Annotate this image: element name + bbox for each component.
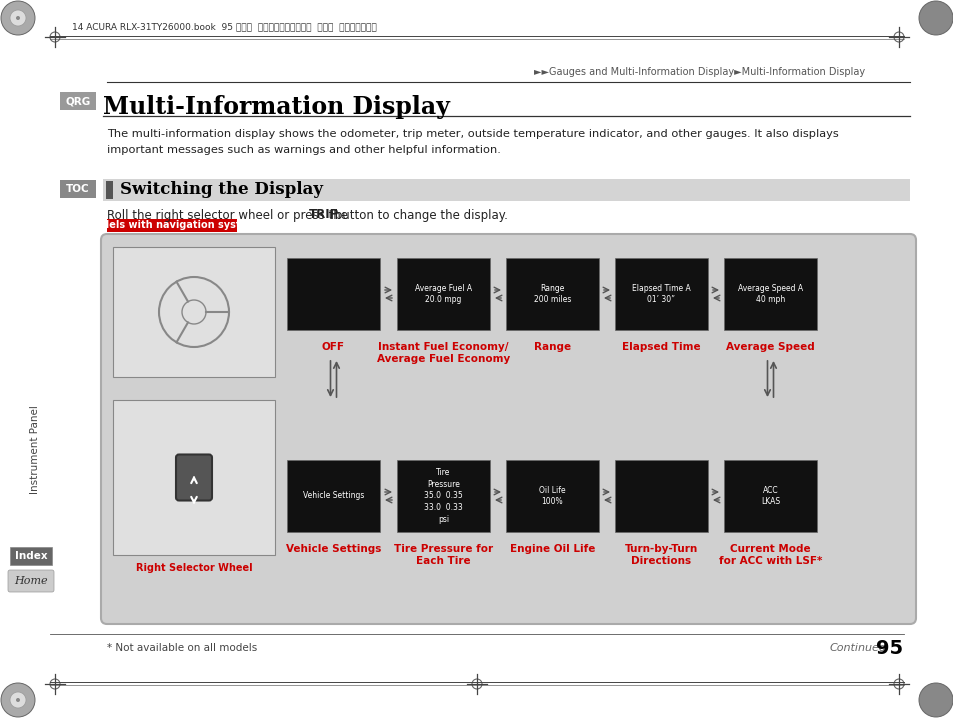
- FancyBboxPatch shape: [615, 258, 707, 330]
- Text: Tire Pressure for
Each Tire: Tire Pressure for Each Tire: [394, 544, 493, 567]
- Text: Average Speed A
40 mph: Average Speed A 40 mph: [738, 284, 802, 304]
- Text: 14 ACURA RLX-31TY26000.book  95 ページ  ２０１３年３月１８日  月曜日  午後３時１８分: 14 ACURA RLX-31TY26000.book 95 ページ ２０１３年…: [71, 22, 376, 32]
- Text: Roll the right selector wheel or press the: Roll the right selector wheel or press t…: [107, 208, 352, 221]
- FancyBboxPatch shape: [175, 454, 212, 500]
- FancyBboxPatch shape: [112, 400, 274, 555]
- Text: Average Fuel A
20.0 mpg: Average Fuel A 20.0 mpg: [415, 284, 472, 304]
- FancyBboxPatch shape: [60, 180, 96, 198]
- Text: Instant Fuel Economy/
Average Fuel Economy: Instant Fuel Economy/ Average Fuel Econo…: [376, 342, 510, 365]
- Text: ACC
LKAS: ACC LKAS: [760, 485, 780, 506]
- FancyBboxPatch shape: [60, 92, 96, 110]
- FancyBboxPatch shape: [723, 460, 816, 532]
- Circle shape: [10, 10, 26, 26]
- Text: Current Mode
for ACC with LSF*: Current Mode for ACC with LSF*: [718, 544, 821, 567]
- Circle shape: [16, 16, 20, 20]
- Text: Vehicle Settings: Vehicle Settings: [286, 544, 381, 554]
- FancyBboxPatch shape: [287, 460, 379, 532]
- Text: TRIP: TRIP: [309, 208, 339, 221]
- FancyBboxPatch shape: [8, 570, 54, 592]
- Text: Elapsed Time A
01’ 30”: Elapsed Time A 01’ 30”: [632, 284, 690, 304]
- Circle shape: [1, 683, 35, 717]
- FancyBboxPatch shape: [396, 258, 490, 330]
- FancyBboxPatch shape: [287, 258, 379, 330]
- Text: Oil Life
100%: Oil Life 100%: [538, 485, 565, 506]
- Text: important messages such as warnings and other helpful information.: important messages such as warnings and …: [107, 145, 500, 155]
- Text: Tire
Pressure
35.0  0.35
33.0  0.33
psi: Tire Pressure 35.0 0.35 33.0 0.33 psi: [424, 468, 462, 524]
- Text: Elapsed Time: Elapsed Time: [621, 342, 700, 352]
- FancyBboxPatch shape: [106, 181, 112, 199]
- FancyBboxPatch shape: [505, 258, 598, 330]
- Text: OFF: OFF: [322, 342, 345, 352]
- Text: Range: Range: [534, 342, 571, 352]
- FancyBboxPatch shape: [615, 460, 707, 532]
- FancyBboxPatch shape: [107, 219, 236, 232]
- Circle shape: [16, 698, 20, 702]
- Text: Range
200 miles: Range 200 miles: [534, 284, 571, 304]
- FancyBboxPatch shape: [10, 547, 52, 565]
- Text: TOC: TOC: [66, 184, 90, 194]
- Text: Vehicle Settings: Vehicle Settings: [302, 492, 364, 500]
- Text: Right Selector Wheel: Right Selector Wheel: [135, 563, 252, 573]
- Circle shape: [918, 683, 952, 717]
- FancyBboxPatch shape: [505, 460, 598, 532]
- FancyBboxPatch shape: [396, 460, 490, 532]
- Text: ►►Gauges and Multi-Information Display►Multi-Information Display: ►►Gauges and Multi-Information Display►M…: [534, 67, 864, 77]
- Text: * Not available on all models: * Not available on all models: [107, 643, 257, 653]
- Text: button to change the display.: button to change the display.: [331, 208, 507, 221]
- Text: Average Speed: Average Speed: [725, 342, 814, 352]
- FancyBboxPatch shape: [103, 179, 909, 201]
- Text: Models with navigation system: Models with navigation system: [87, 220, 257, 230]
- FancyBboxPatch shape: [101, 234, 915, 624]
- Circle shape: [918, 1, 952, 35]
- Text: QRG: QRG: [66, 96, 91, 106]
- Circle shape: [1, 1, 35, 35]
- Text: The multi-information display shows the odometer, trip meter, outside temperatur: The multi-information display shows the …: [107, 129, 838, 139]
- Text: Index: Index: [14, 551, 48, 561]
- Text: Turn-by-Turn
Directions: Turn-by-Turn Directions: [624, 544, 698, 567]
- Text: Continued: Continued: [829, 643, 886, 653]
- Circle shape: [10, 692, 26, 708]
- Text: Engine Oil Life: Engine Oil Life: [509, 544, 595, 554]
- Text: Switching the Display: Switching the Display: [120, 182, 323, 198]
- FancyBboxPatch shape: [723, 258, 816, 330]
- Text: 95: 95: [875, 638, 902, 658]
- FancyBboxPatch shape: [112, 247, 274, 377]
- Text: Home: Home: [14, 576, 48, 586]
- Text: Instrument Panel: Instrument Panel: [30, 406, 40, 495]
- Text: Multi-Information Display: Multi-Information Display: [103, 95, 450, 119]
